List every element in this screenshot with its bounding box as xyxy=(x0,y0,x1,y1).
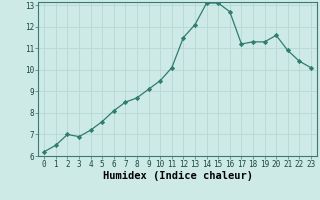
X-axis label: Humidex (Indice chaleur): Humidex (Indice chaleur) xyxy=(103,171,252,181)
